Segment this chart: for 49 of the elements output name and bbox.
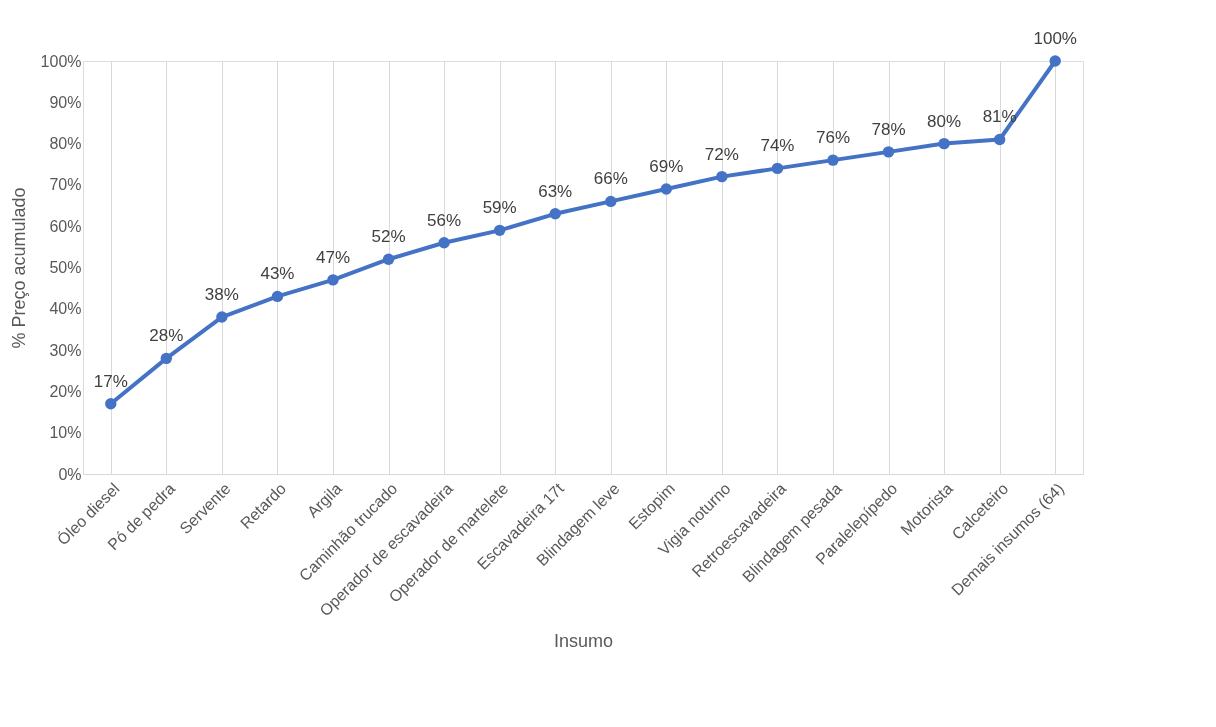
y-axis-title: % Preço acumulado <box>8 187 29 349</box>
point <box>605 195 617 208</box>
data-label: 100% <box>1033 29 1077 48</box>
x-axis-title: Insumo <box>553 631 614 652</box>
point <box>660 183 673 195</box>
data-label: 47% <box>315 247 351 267</box>
y-tick-label: 20% <box>49 382 82 400</box>
point <box>716 170 728 183</box>
y-tick-label: 50% <box>49 259 82 276</box>
data-label: 80% <box>927 111 962 131</box>
point <box>1049 55 1061 67</box>
data-label: 43% <box>260 264 295 284</box>
y-tick-label: 30% <box>49 341 82 359</box>
point <box>771 162 784 175</box>
data-label: 69% <box>649 157 684 177</box>
point <box>993 133 1006 146</box>
point <box>271 290 284 303</box>
data-label: 81% <box>982 107 1017 127</box>
data-label: 63% <box>538 181 573 201</box>
point <box>493 224 506 237</box>
y-tick-label: 80% <box>49 135 82 153</box>
point <box>216 311 228 323</box>
y-tick-label: 40% <box>49 300 82 318</box>
y-tick-label: 60% <box>49 217 82 235</box>
point <box>938 137 950 150</box>
point <box>438 237 450 249</box>
point <box>827 154 839 166</box>
data-label: 72% <box>704 144 739 164</box>
data-label: 78% <box>871 119 906 139</box>
point <box>549 208 561 220</box>
point <box>382 253 395 265</box>
point <box>327 274 339 286</box>
data-label: 28% <box>149 326 184 346</box>
y-tick-label: 10% <box>49 424 82 442</box>
data-label: 56% <box>427 210 462 230</box>
data-label: 66% <box>593 169 628 189</box>
data-label: 38% <box>204 285 239 305</box>
data-label: 17% <box>93 371 128 391</box>
y-tick-label: 100% <box>40 52 82 70</box>
data-label: 59% <box>482 198 517 218</box>
point <box>160 352 173 365</box>
point <box>882 146 895 158</box>
data-label: 52% <box>371 227 406 247</box>
y-tick-label: 0% <box>58 465 82 483</box>
y-tick-label: 90% <box>49 93 82 111</box>
data-label: 76% <box>815 128 851 148</box>
data-label: 74% <box>760 136 795 156</box>
y-tick-label: 70% <box>49 176 82 194</box>
point <box>105 398 117 410</box>
